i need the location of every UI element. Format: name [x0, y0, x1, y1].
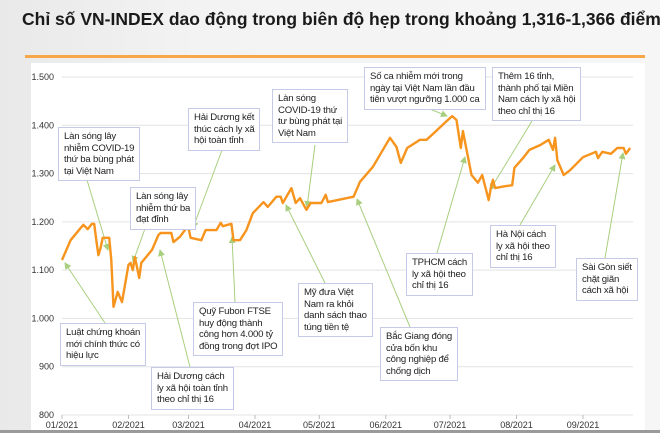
y-tick-label: 800 [39, 410, 54, 420]
annotation-arrow [158, 249, 191, 368]
annotation-box: TPHCM cách ly xã hội theo chỉ thị 16 [406, 253, 474, 296]
annotation-arrow [489, 120, 533, 191]
vnindex-series-line [60, 114, 632, 308]
annotation-box: Làn sóng lây nhiễm COVID-19 thứ ba bùng … [58, 127, 141, 182]
annotation-box: Hà Nội cách ly xã hội theo chỉ thị 16 [490, 225, 556, 268]
annotation-arrow [228, 236, 236, 303]
annotation-box: Bắc Giang đóng cửa bốn khu công nghiệp đ… [380, 327, 459, 382]
annotation-box: Mỹ đưa Việt Nam ra khỏi danh sách thao t… [298, 283, 373, 338]
y-tick-label: 1.200 [31, 217, 54, 227]
x-tick-label: 08/2021 [500, 420, 533, 430]
y-tick-label: 1.000 [31, 313, 54, 323]
x-tick-label: 05/2021 [303, 420, 336, 430]
annotation-box: Hải Dương cách ly xã hội toàn tỉnh theo … [151, 367, 234, 410]
annotation-box: Thêm 16 tỉnh, thành phố tại Miền Nam các… [492, 67, 582, 122]
y-tick-label: 1.100 [31, 265, 54, 275]
x-tick-label: 03/2021 [172, 420, 205, 430]
annotation-arrow [304, 144, 316, 208]
x-tick-label: 04/2021 [239, 420, 272, 430]
annotation-box: Hải Dương kết thúc cách ly xã hội toàn t… [188, 108, 261, 151]
x-tick-label: 06/2021 [369, 420, 402, 430]
page-title: Chỉ số VN-INDEX dao động trong biên độ h… [22, 9, 660, 29]
annotation-arrow [356, 198, 411, 328]
annotation-box: Luật chứng khoán mới chính thức có hiệu … [60, 323, 147, 366]
annotation-arrow [191, 149, 223, 229]
annotation-box: Sài Gòn siết chặt giãn cách xã hội [576, 258, 638, 301]
annotation-arrow [604, 152, 626, 259]
annotation-arrow [86, 179, 110, 251]
title-underline [25, 55, 645, 58]
annotation-box: Số ca nhiễm mới trong ngày tại Việt Nam … [364, 67, 486, 110]
y-tick-label: 1.400 [31, 120, 54, 130]
annotation-arrow [285, 204, 326, 284]
y-tick-label: 1.300 [31, 169, 54, 179]
bottom-bar [0, 430, 660, 433]
annotation-box: Làn sóng lây nhiễm thứ ba đạt đỉnh [130, 187, 197, 230]
annotation-box: Quỹ Fubon FTSE huy động thành công hơn 4… [193, 302, 284, 357]
y-tick-label: 1.500 [31, 72, 54, 82]
annotation-arrow [436, 156, 467, 254]
x-tick-label: 09/2021 [567, 420, 600, 430]
x-tick-label: 01/2021 [46, 420, 79, 430]
y-tick-label: 900 [39, 362, 54, 372]
annotation-arrow [64, 262, 106, 324]
annotation-arrow [519, 164, 556, 226]
x-tick-label: 07/2021 [434, 420, 467, 430]
x-tick-label: 02/2021 [112, 420, 145, 430]
annotation-box: Làn sóng COVID-19 thứ tư bùng phát tại V… [272, 89, 349, 144]
